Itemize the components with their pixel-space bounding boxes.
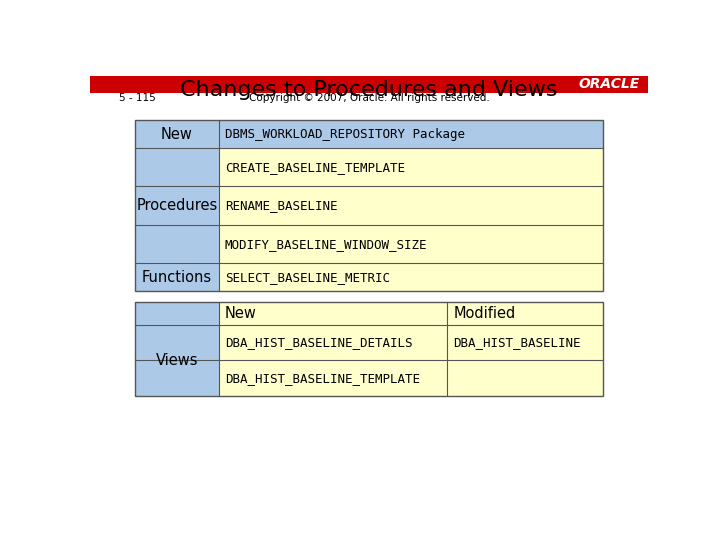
FancyBboxPatch shape: [447, 361, 603, 396]
FancyBboxPatch shape: [135, 361, 219, 396]
Text: SELECT_BASELINE_METRIC: SELECT_BASELINE_METRIC: [225, 271, 390, 284]
Text: Changes to Procedures and Views: Changes to Procedures and Views: [180, 80, 558, 100]
FancyBboxPatch shape: [219, 120, 603, 148]
Text: DBA_HIST_BASELINE_DETAILS: DBA_HIST_BASELINE_DETAILS: [225, 336, 413, 349]
FancyBboxPatch shape: [135, 264, 219, 291]
FancyBboxPatch shape: [219, 264, 603, 291]
Text: RENAME_BASELINE: RENAME_BASELINE: [225, 199, 338, 212]
Text: DBA_HIST_BASELINE_TEMPLATE: DBA_HIST_BASELINE_TEMPLATE: [225, 372, 420, 384]
Text: Views: Views: [156, 353, 198, 368]
Text: Procedures: Procedures: [136, 198, 217, 213]
Text: Modified: Modified: [454, 306, 516, 321]
FancyBboxPatch shape: [219, 186, 603, 225]
FancyBboxPatch shape: [219, 361, 447, 396]
Text: DBA_HIST_BASELINE: DBA_HIST_BASELINE: [454, 336, 581, 349]
Text: DBMS_WORKLOAD_REPOSITORY Package: DBMS_WORKLOAD_REPOSITORY Package: [225, 127, 465, 140]
FancyBboxPatch shape: [90, 76, 648, 92]
Text: 5 - 115: 5 - 115: [120, 93, 156, 103]
FancyBboxPatch shape: [219, 325, 447, 361]
FancyBboxPatch shape: [135, 186, 219, 225]
FancyBboxPatch shape: [135, 302, 219, 325]
Text: New: New: [225, 306, 257, 321]
FancyBboxPatch shape: [135, 325, 219, 361]
FancyBboxPatch shape: [447, 325, 603, 361]
FancyBboxPatch shape: [135, 225, 219, 264]
FancyBboxPatch shape: [135, 148, 219, 186]
FancyBboxPatch shape: [219, 225, 603, 264]
Text: ORACLE: ORACLE: [579, 77, 640, 91]
Text: Functions: Functions: [142, 270, 212, 285]
Text: New: New: [161, 126, 193, 141]
FancyBboxPatch shape: [219, 148, 603, 186]
Text: Copyright © 2007, Oracle. All rights reserved.: Copyright © 2007, Oracle. All rights res…: [248, 93, 490, 103]
FancyBboxPatch shape: [219, 302, 447, 325]
Text: CREATE_BASELINE_TEMPLATE: CREATE_BASELINE_TEMPLATE: [225, 161, 405, 174]
Text: MODIFY_BASELINE_WINDOW_SIZE: MODIFY_BASELINE_WINDOW_SIZE: [225, 238, 428, 251]
FancyBboxPatch shape: [135, 120, 219, 148]
FancyBboxPatch shape: [447, 302, 603, 325]
